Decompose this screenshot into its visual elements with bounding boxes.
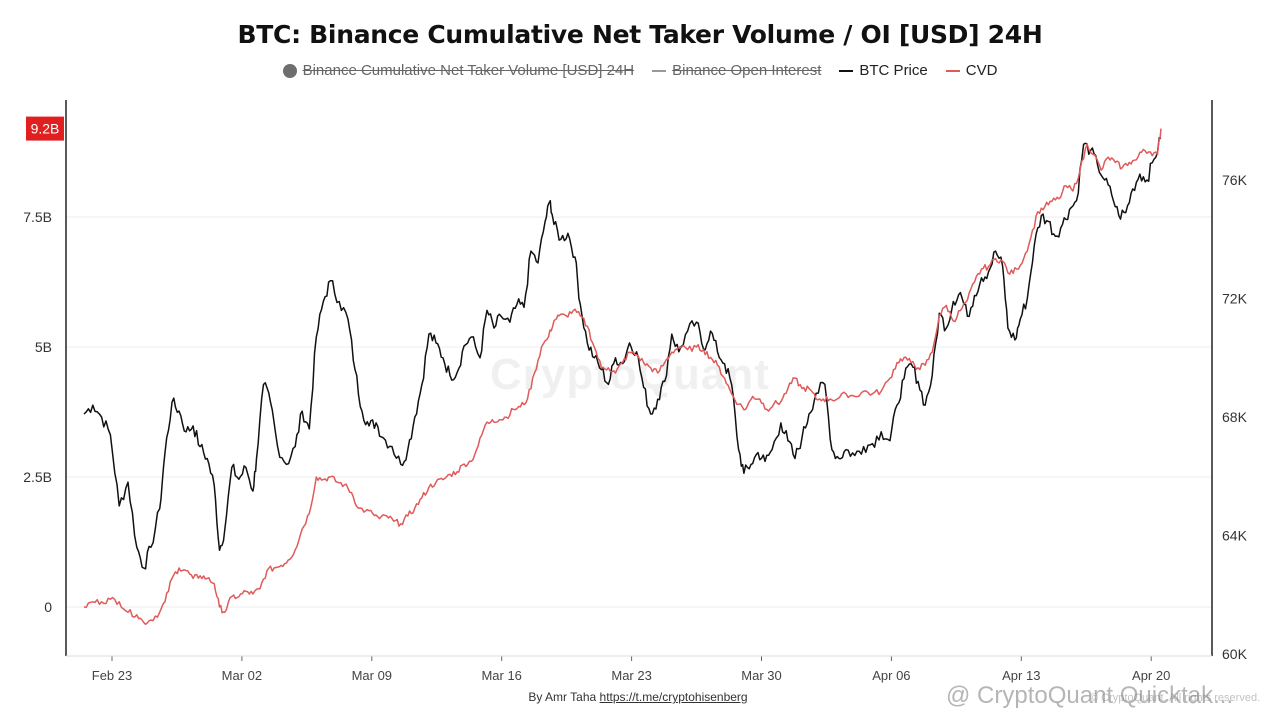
x-tick-label: Mar 09 bbox=[352, 668, 392, 683]
cvd-line bbox=[83, 128, 1162, 626]
y-right-tick-label: 60K bbox=[1222, 646, 1248, 662]
x-tick-label: Mar 30 bbox=[741, 668, 781, 683]
legend-label: Binance Cumulative Net Taker Volume [USD… bbox=[302, 62, 635, 79]
y-left-tick-label: 5B bbox=[35, 339, 52, 355]
legend-item-net-taker-volume[interactable]: Binance Cumulative Net Taker Volume [USD… bbox=[282, 62, 635, 79]
x-tick-label: Mar 16 bbox=[481, 668, 521, 683]
y-right-tick-label: 76K bbox=[1222, 172, 1248, 188]
legend-line-icon bbox=[839, 69, 854, 72]
axes bbox=[65, 100, 1213, 661]
x-tick-label: Apr 20 bbox=[1132, 668, 1170, 683]
x-tick-label: Mar 02 bbox=[222, 668, 262, 683]
watermark-brand: CryptoQuant bbox=[490, 350, 770, 399]
legend-label: BTC Price bbox=[859, 62, 928, 79]
legend-item-open-interest[interactable]: Binance Open Interest bbox=[652, 62, 821, 79]
legend-item-btc-price[interactable]: BTC Price bbox=[839, 62, 928, 79]
y-right-tick-label: 68K bbox=[1222, 409, 1248, 425]
legend-line-icon bbox=[652, 69, 667, 72]
legend-label: CVD bbox=[965, 62, 998, 79]
y-right-tick-label: 72K bbox=[1222, 291, 1248, 307]
x-tick-label: Apr 13 bbox=[1002, 668, 1040, 683]
chart-legend: Binance Cumulative Net Taker Volume [USD… bbox=[0, 62, 1280, 79]
y-right-tick-label: 64K bbox=[1222, 528, 1248, 544]
x-tick-label: Mar 23 bbox=[611, 668, 651, 683]
chart-title: BTC: Binance Cumulative Net Taker Volume… bbox=[237, 20, 1043, 49]
y-left-tick-label: 0 bbox=[44, 599, 52, 615]
watermark-rights: © CryptoQuant. All rights reserved. bbox=[1090, 692, 1261, 704]
series-layer bbox=[83, 128, 1162, 626]
x-tick-label: Apr 06 bbox=[872, 668, 910, 683]
credit-author: By Amr Taha bbox=[528, 690, 597, 704]
legend-item-cvd[interactable]: CVD bbox=[945, 62, 998, 79]
grid-lines bbox=[66, 216, 1212, 608]
y-left-tick-label: 7.5B bbox=[23, 209, 52, 225]
legend-line-icon bbox=[945, 69, 960, 72]
x-tick-label: Feb 23 bbox=[92, 668, 132, 683]
btc-price-line bbox=[83, 137, 1162, 570]
last-value-label: 9.2B bbox=[31, 121, 60, 137]
legend-dot-icon bbox=[282, 63, 297, 78]
tick-labels: 0 2.5B 5B 7.5B 60K 64K 68K 72K 76K Feb 23 Mar 02 Ma… bbox=[23, 116, 1248, 683]
watermark-quicktake: @ CryptoQuant Quicktak... bbox=[946, 682, 1234, 709]
credit-link[interactable]: https://t.me/cryptohisenberg bbox=[599, 690, 748, 704]
last-value-badge bbox=[26, 116, 64, 141]
y-left-tick-label: 2.5B bbox=[23, 469, 52, 485]
footer-credit: By Amr Taha https://t.me/cryptohisenberg bbox=[0, 690, 1276, 704]
legend-label: Binance Open Interest bbox=[672, 62, 822, 79]
